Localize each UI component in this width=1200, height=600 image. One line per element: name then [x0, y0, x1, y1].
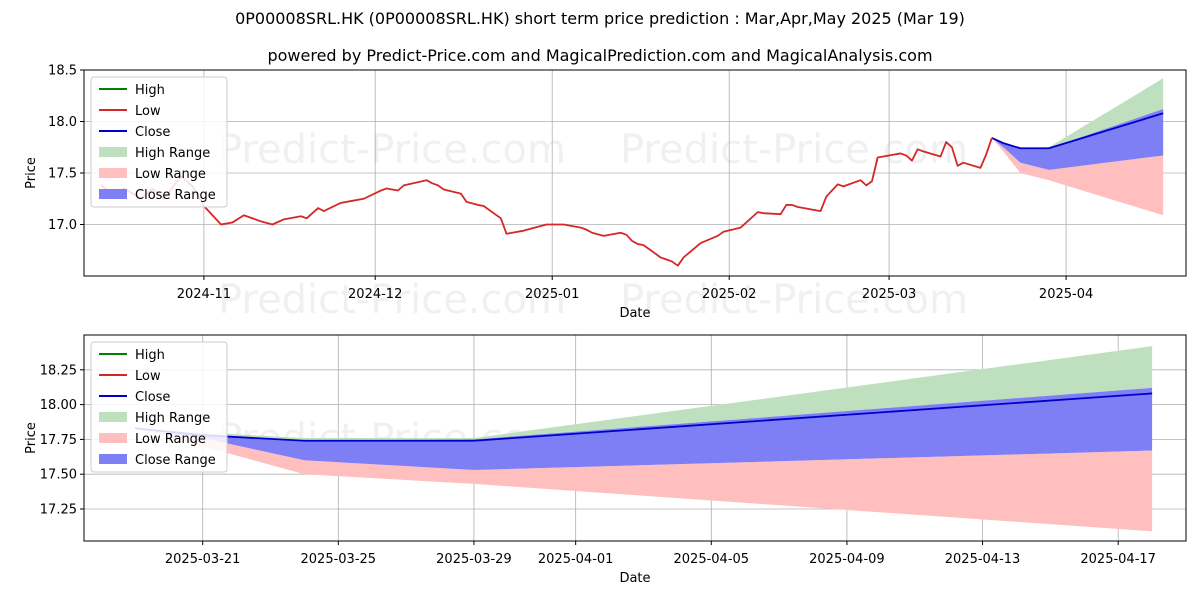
- y-tick-label: 17.50: [40, 468, 77, 483]
- y-axis-label: Price: [24, 157, 39, 189]
- y-tick-label: 17.75: [40, 433, 77, 448]
- chart-title: 0P00008SRL.HK (0P00008SRL.HK) short term…: [235, 9, 965, 28]
- legend-low-range-label: Low Range: [135, 432, 206, 447]
- x-axis-label: Date: [619, 306, 650, 321]
- legend-low-range-label: Low Range: [135, 167, 206, 182]
- legend-close-range-swatch: [99, 189, 127, 199]
- plot-area: [134, 346, 1153, 532]
- legend-high-range-swatch: [99, 412, 127, 422]
- x-tick-label: 2025-01: [525, 287, 579, 302]
- legend-close-label: Close: [135, 125, 170, 140]
- panel-1: Predict-Price.com Predict-Price.com Predic…: [24, 64, 1187, 323]
- x-tick-label: 2025-03-29: [436, 552, 512, 567]
- x-tick-label: 2025-03-25: [301, 552, 377, 567]
- panel-2: Predict-Price.comPredict-Price.com2025-0…: [24, 334, 1187, 586]
- y-tick-label: 18.5: [48, 64, 77, 79]
- y-tick-label: 18.25: [40, 363, 77, 378]
- legend-close-range-label: Close Range: [135, 188, 216, 203]
- legend-high-range-label: High Range: [135, 146, 210, 161]
- x-tick-label: 2025-04: [1039, 287, 1093, 302]
- x-axis-label: Date: [619, 571, 650, 586]
- y-axis-label: Price: [24, 422, 39, 454]
- y-tick-label: 17.5: [48, 167, 77, 182]
- chart-subtitle: powered by Predict-Price.com and Magical…: [267, 46, 933, 65]
- x-tick-label: 2025-03-21: [165, 552, 241, 567]
- legend: High Low Close High Range Low Range Close Ran…: [90, 76, 228, 208]
- watermark: Predict-Price.com: [620, 127, 968, 173]
- x-tick-label: 2025-02: [702, 287, 756, 302]
- low-history-line: [100, 137, 993, 267]
- x-tick-label: 2024-11: [177, 287, 231, 302]
- legend-low-range-swatch: [99, 433, 127, 443]
- low-range-band: [991, 137, 1164, 216]
- legend-low-label: Low: [135, 104, 161, 119]
- x-tick-label: 2025-03: [862, 287, 916, 302]
- x-tick-label: 2024-12: [348, 287, 402, 302]
- x-tick-label: 2025-04-17: [1080, 552, 1156, 567]
- legend-low-range-swatch: [99, 168, 127, 178]
- x-tick-label: 2025-04-13: [945, 552, 1021, 567]
- x-tick-label: 2025-04-05: [674, 552, 750, 567]
- low-range-band: [134, 428, 1153, 532]
- watermark: Predict-Price.com: [218, 277, 566, 323]
- watermark: Predict-Price.com: [620, 277, 968, 323]
- legend: High Low Close High Range Low Range Close Ran…: [90, 341, 228, 473]
- axes-frame: [83, 334, 1187, 542]
- y-tick-label: 18.00: [40, 398, 77, 413]
- high-range-band: [991, 78, 1164, 149]
- y-tick-label: 18.0: [48, 115, 77, 130]
- legend-high-label: High: [135, 83, 165, 98]
- legend-close-range-swatch: [99, 454, 127, 464]
- close-forecast-line: [991, 112, 1164, 150]
- legend-low-label: Low: [135, 369, 161, 384]
- legend-close-range-label: Close Range: [135, 453, 216, 468]
- legend-high-range-swatch: [99, 147, 127, 157]
- x-tick-label: 2025-04-01: [538, 552, 614, 567]
- y-tick-label: 17.0: [48, 218, 77, 233]
- x-tick-label: 2025-04-09: [809, 552, 885, 567]
- high-range-band: [134, 346, 1153, 441]
- plot-area: [100, 78, 1164, 267]
- y-tick-label: 17.25: [40, 502, 77, 517]
- legend-close-label: Close: [135, 390, 170, 405]
- legend-high-range-label: High Range: [135, 411, 210, 426]
- legend-high-label: High: [135, 348, 165, 363]
- watermark: Predict-Price.com: [218, 127, 566, 173]
